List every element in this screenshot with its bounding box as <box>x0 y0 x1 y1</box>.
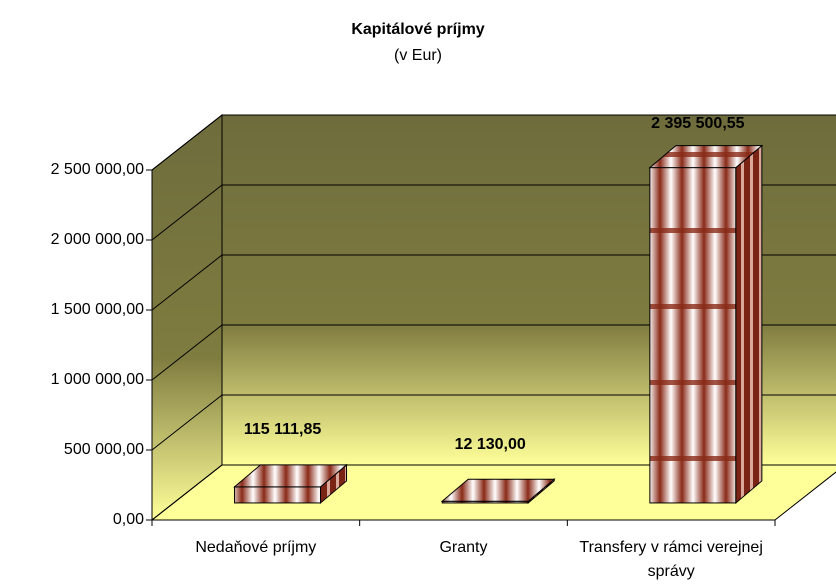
bar-front <box>649 167 737 504</box>
grid-line <box>151 324 223 381</box>
x-tick-label: Nedaňové príjmy <box>195 539 317 556</box>
x-tick-label: Transfery v rámci verejnej správy <box>579 539 763 580</box>
grid-line <box>151 114 223 171</box>
side-wall <box>151 113 223 522</box>
bar-top <box>440 478 556 502</box>
y-tick-label: 1 000 000,00 <box>51 371 145 388</box>
value-label: 12 130,00 <box>455 436 526 453</box>
y-tick-label: 1 500 000,00 <box>51 301 145 318</box>
value-label: 2 395 500,55 <box>651 115 745 132</box>
y-tick-label: 0,00 <box>113 511 144 528</box>
chart-subtitle: (v Eur) <box>394 47 442 64</box>
chart-title: Kapitálové príjmy <box>351 21 484 38</box>
bar-side <box>735 144 763 505</box>
value-label: 115 111,85 <box>244 421 322 438</box>
grid-line <box>151 184 223 241</box>
grid-line <box>151 394 223 451</box>
y-tick-label: 2 000 000,00 <box>51 231 145 248</box>
bar-top <box>648 145 764 169</box>
grid-line <box>151 464 223 521</box>
y-tick-label: 2 500 000,00 <box>51 161 145 178</box>
bar-front <box>234 486 322 504</box>
bar-top <box>233 464 348 488</box>
x-tick-label: Granty <box>439 539 488 556</box>
y-tick-label: 500 000,00 <box>64 441 144 458</box>
grid-line <box>151 254 223 311</box>
